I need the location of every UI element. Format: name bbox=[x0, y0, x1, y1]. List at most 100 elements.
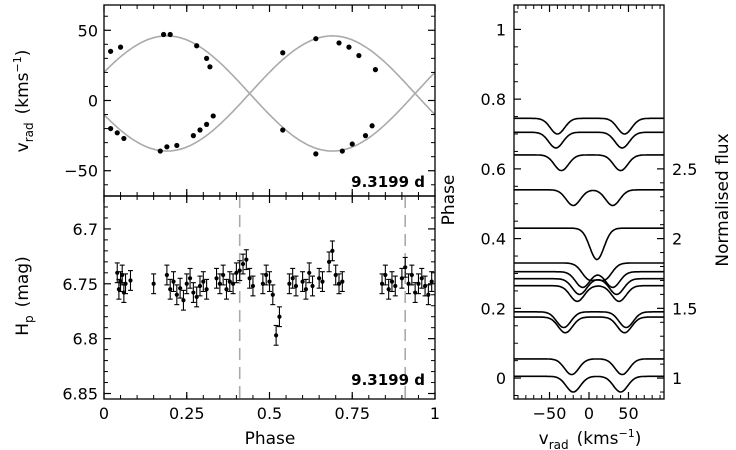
hp-point bbox=[264, 272, 269, 278]
hp-points bbox=[114, 240, 435, 346]
hp-point bbox=[340, 279, 345, 284]
profile-line bbox=[514, 311, 664, 329]
rv-ytick-label: 0 bbox=[88, 92, 98, 111]
rv-curve-2 bbox=[103, 35, 436, 152]
hp-point bbox=[303, 287, 309, 292]
hp-point bbox=[429, 279, 434, 284]
rv-point bbox=[117, 44, 124, 50]
profile-xtick-label: −50 bbox=[533, 404, 567, 423]
rv-point bbox=[356, 52, 362, 59]
hp-point bbox=[237, 268, 242, 273]
hp-yticks: 6.7 6.75 6.8 6.85 bbox=[62, 206, 435, 404]
hp-point bbox=[409, 272, 414, 278]
hp-point bbox=[416, 281, 421, 286]
profile-line bbox=[514, 154, 664, 172]
rv-points bbox=[108, 31, 379, 157]
profile-line bbox=[514, 316, 664, 334]
rv-yticks: 50 0 −50 bbox=[64, 15, 435, 186]
profile-left-ytick-label: 0.2 bbox=[481, 299, 506, 318]
hp-point bbox=[320, 279, 325, 284]
hp-point bbox=[330, 248, 335, 253]
rv-point bbox=[280, 127, 286, 133]
hp-point bbox=[224, 287, 229, 292]
profile-line bbox=[514, 262, 664, 282]
hp-xlabel: Phase bbox=[245, 429, 296, 449]
hp-point bbox=[393, 283, 398, 289]
hp-point bbox=[197, 283, 203, 289]
profile-right-ytick-label: 2 bbox=[672, 230, 682, 249]
rv-xticks bbox=[103, 5, 436, 196]
hp-point bbox=[123, 281, 128, 286]
hp-point bbox=[204, 287, 209, 292]
rv-point bbox=[108, 48, 114, 54]
hp-point bbox=[247, 276, 252, 281]
hp-point bbox=[250, 283, 256, 289]
hp-point bbox=[287, 281, 292, 286]
hp-ylabel: Hp(mag) bbox=[13, 256, 36, 335]
hp-point bbox=[267, 279, 272, 284]
rv-point bbox=[372, 67, 379, 73]
rv-period-annotation: 9.3199 d bbox=[351, 173, 425, 191]
hp-panel: 6.7 6.75 6.8 6.85 0 0.25 0.5 0.75 1 9.3199 d Hp… bbox=[13, 195, 440, 449]
rv-point bbox=[197, 127, 203, 133]
rv-point bbox=[362, 133, 369, 139]
hp-point bbox=[336, 281, 342, 286]
profile-panel: 0 0.2 0.4 0.6 0.8 1 1 1.5 2 2.5 −50 0 50 Phase Nor… bbox=[439, 4, 733, 450]
profile-left-ytick-label: 0 bbox=[496, 369, 506, 388]
hp-point bbox=[290, 276, 295, 281]
hp-point bbox=[300, 279, 305, 284]
profile-frame bbox=[513, 4, 665, 400]
hp-point bbox=[383, 272, 388, 278]
hp-point bbox=[174, 292, 179, 297]
hp-point bbox=[317, 276, 322, 281]
hp-point bbox=[307, 270, 312, 275]
hp-point bbox=[184, 281, 189, 286]
hp-point bbox=[116, 287, 121, 292]
hp-point bbox=[128, 278, 133, 283]
hp-point bbox=[426, 292, 431, 297]
profile-left-ytick-label: 0.6 bbox=[481, 160, 506, 179]
rv-ylabel: vrad(kms−1) bbox=[11, 50, 36, 153]
hp-point bbox=[201, 279, 206, 284]
hp-point bbox=[274, 333, 279, 338]
profile-xticks: −50 0 50 bbox=[517, 5, 661, 423]
profile-right-ylabel: Normalised flux bbox=[713, 133, 733, 266]
hp-point bbox=[386, 287, 391, 292]
hp-ytick-label: 6.7 bbox=[73, 220, 98, 239]
profile-right-ytick-label: 2.5 bbox=[672, 160, 697, 179]
hp-point bbox=[310, 283, 315, 289]
hp-xtick-label: 0.75 bbox=[334, 404, 370, 423]
rv-curves bbox=[103, 35, 436, 152]
rv-point bbox=[280, 50, 286, 56]
profile-line bbox=[514, 358, 664, 376]
profile-line bbox=[514, 277, 664, 296]
hp-point bbox=[214, 276, 219, 281]
profile-right-ytick-label: 1.5 bbox=[672, 299, 697, 318]
hp-frame bbox=[103, 195, 436, 400]
rv-point bbox=[204, 55, 210, 61]
profile-left-yticks: 0 0.2 0.4 0.6 0.8 1 bbox=[481, 11, 521, 397]
profile-xtick-label: 50 bbox=[618, 404, 638, 423]
hp-xtick-label: 0.5 bbox=[257, 404, 282, 423]
profile-line bbox=[514, 270, 664, 289]
hp-xtick-label: 0 bbox=[99, 404, 109, 423]
rv-point bbox=[167, 31, 173, 38]
hp-point bbox=[389, 279, 395, 284]
hp-ytick-label: 6.8 bbox=[73, 330, 98, 349]
rv-point bbox=[369, 123, 375, 129]
hp-point bbox=[151, 281, 156, 286]
hp-point bbox=[187, 276, 193, 281]
rv-ytick-label: −50 bbox=[64, 162, 98, 181]
hp-xtick-label: 0.25 bbox=[169, 404, 205, 423]
rv-panel: 50 0 −50 9.3199 d vrad(kms−1) bbox=[11, 4, 436, 197]
profile-right-yticks: 1 1.5 2 2.5 bbox=[657, 154, 697, 393]
rv-point bbox=[313, 151, 319, 157]
rv-point bbox=[204, 121, 210, 127]
rv-point bbox=[194, 43, 200, 49]
profile-left-ylabel: Phase bbox=[439, 175, 459, 226]
hp-point bbox=[419, 276, 424, 281]
rv-point bbox=[121, 135, 127, 142]
hp-point bbox=[181, 298, 186, 303]
rv-point bbox=[157, 148, 163, 154]
